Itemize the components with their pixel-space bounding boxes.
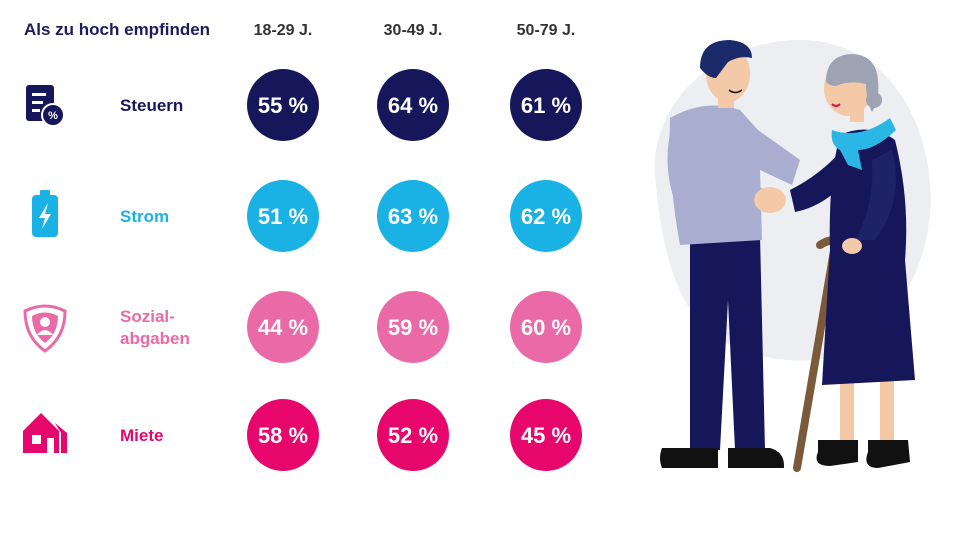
value-label: 61 % bbox=[521, 93, 571, 118]
value-label: 63 % bbox=[388, 204, 438, 229]
value-circle bbox=[510, 180, 582, 252]
battery-lightning-icon bbox=[32, 190, 58, 237]
value-label: 45 % bbox=[521, 423, 571, 448]
value-circle bbox=[377, 69, 449, 141]
column-headers: 18-29 J. 30-49 J. 50-79 J. bbox=[254, 22, 576, 39]
value-circle bbox=[510, 291, 582, 363]
woman-figure bbox=[790, 54, 915, 472]
person-shield-icon bbox=[23, 304, 67, 353]
value-label: 59 % bbox=[388, 315, 438, 340]
value-circle bbox=[247, 291, 319, 363]
elderly-couple-illustration bbox=[654, 40, 931, 472]
value-circle bbox=[377, 180, 449, 252]
value-label: 64 % bbox=[388, 93, 438, 118]
value-label: 44 % bbox=[258, 315, 308, 340]
chart-title: Als zu hoch empfinden bbox=[24, 20, 210, 39]
table-row: % Steuern 55 % 64 % 61 % bbox=[26, 69, 582, 141]
column-header: 18-29 J. bbox=[254, 22, 313, 39]
table-row: Sozial-abgaben 44 % 59 % 60 % bbox=[23, 291, 582, 363]
column-header: 30-49 J. bbox=[384, 22, 443, 39]
value-label: 55 % bbox=[258, 93, 308, 118]
tax-document-icon: % bbox=[26, 85, 65, 127]
table-row: Strom 51 % 63 % 62 % bbox=[32, 180, 582, 252]
value-label: 62 % bbox=[521, 204, 571, 229]
row-label: Strom bbox=[120, 207, 169, 226]
row-label: Miete bbox=[120, 426, 163, 445]
value-label: 52 % bbox=[388, 423, 438, 448]
column-header: 50-79 J. bbox=[517, 22, 576, 39]
value-circle bbox=[247, 180, 319, 252]
value-circle bbox=[377, 291, 449, 363]
house-icon bbox=[23, 413, 67, 453]
row-label: Sozial- bbox=[120, 307, 175, 326]
value-label: 60 % bbox=[521, 315, 571, 340]
table-rows: % Steuern 55 % 64 % 61 % Strom 51 % 63 % 62 % Soz… bbox=[23, 69, 582, 471]
row-label: abgaben bbox=[120, 329, 190, 348]
svg-text:%: % bbox=[48, 110, 58, 122]
value-circle bbox=[377, 399, 449, 471]
row-label: Steuern bbox=[120, 96, 183, 115]
value-label: 51 % bbox=[258, 204, 308, 229]
value-circle bbox=[510, 69, 582, 141]
value-label: 58 % bbox=[258, 423, 308, 448]
value-circle bbox=[247, 399, 319, 471]
value-circle bbox=[247, 69, 319, 141]
value-circle bbox=[510, 399, 582, 471]
man-figure bbox=[660, 40, 800, 468]
table-row: Miete 58 % 52 % 45 % bbox=[23, 399, 582, 471]
